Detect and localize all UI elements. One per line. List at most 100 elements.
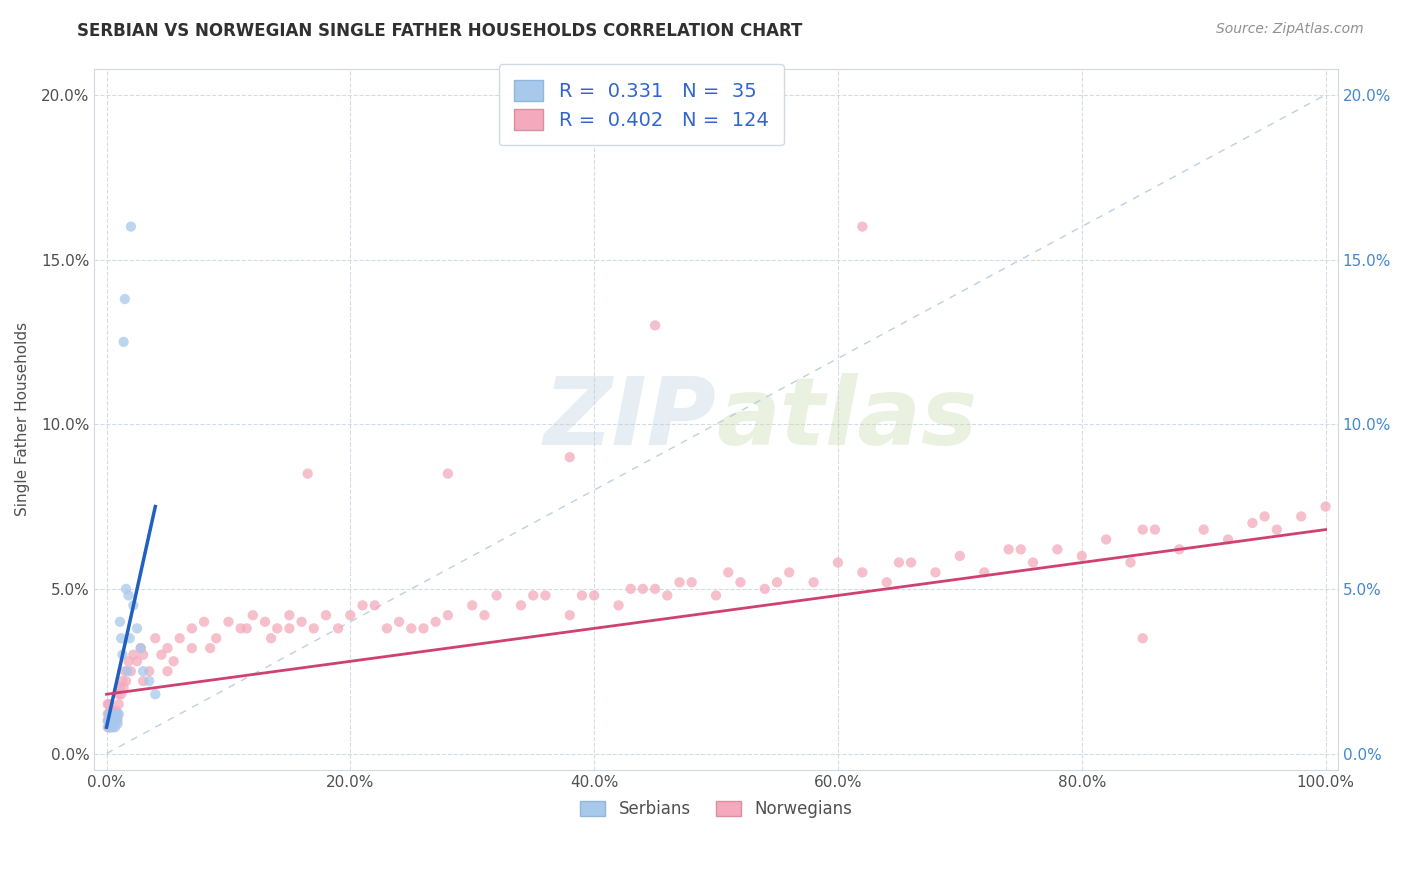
Point [125,654,148,668]
Point [100,717,122,731]
Point [297,467,319,481]
Point [180,641,202,656]
Point [924,566,946,580]
Point [117,589,139,603]
Point [437,608,460,623]
Point [98,710,121,724]
Point [104,714,127,728]
Point [129,641,152,656]
Point [110,632,132,646]
Point [1010,542,1032,557]
Point [117,664,139,678]
Point [98,714,121,728]
Point [717,566,740,580]
Point [115,674,138,689]
Point [704,589,727,603]
Point [681,575,703,590]
Point [104,720,127,734]
Point [217,615,239,629]
Point [290,615,312,629]
Point [425,615,447,629]
Point [1192,523,1215,537]
Point [412,621,434,635]
Point [97,714,120,728]
Legend: Serbians, Norwegians: Serbians, Norwegians [574,794,859,825]
Point [97,720,120,734]
Point [98,717,121,731]
Point [138,664,160,678]
Point [278,608,301,623]
Point [198,641,221,656]
Point [949,549,972,563]
Point [101,704,124,718]
Point [437,467,460,481]
Point [122,648,145,662]
Point [1289,509,1312,524]
Point [97,714,120,728]
Point [156,664,179,678]
Point [534,589,557,603]
Point [887,556,910,570]
Point [1168,542,1191,557]
Point [401,621,423,635]
Point [98,704,121,718]
Point [100,706,122,721]
Point [778,566,800,580]
Point [352,599,374,613]
Point [120,664,142,678]
Point [132,674,155,689]
Point [278,621,301,635]
Point [107,717,129,731]
Point [105,706,128,721]
Point [107,710,129,724]
Point [851,566,873,580]
Point [98,714,121,728]
Point [98,706,121,721]
Point [132,648,155,662]
Point [1265,523,1288,537]
Point [111,648,134,662]
Point [644,582,666,596]
Point [103,714,125,728]
Text: atlas: atlas [716,373,977,466]
Point [117,654,139,668]
Point [583,589,606,603]
Point [474,608,496,623]
Point [1046,542,1069,557]
Point [339,608,361,623]
Point [485,589,508,603]
Point [668,575,690,590]
Point [1132,523,1154,537]
Point [205,632,228,646]
Point [851,219,873,234]
Point [97,697,120,711]
Text: Source: ZipAtlas.com: Source: ZipAtlas.com [1216,22,1364,37]
Point [644,318,666,333]
Point [98,706,121,721]
Point [169,632,191,646]
Point [1095,533,1118,547]
Point [107,706,129,721]
Point [129,641,152,656]
Point [98,720,121,734]
Point [100,710,122,724]
Point [253,615,276,629]
Point [364,599,387,613]
Point [112,681,135,695]
Point [235,621,257,635]
Point [115,582,138,596]
Point [110,687,132,701]
Point [98,706,121,721]
Point [150,648,173,662]
Point [266,621,288,635]
Point [461,599,484,613]
Point [631,582,654,596]
Point [101,720,124,734]
Point [260,632,283,646]
Text: ZIP: ZIP [543,373,716,466]
Point [162,654,184,668]
Point [1241,516,1264,530]
Point [328,621,350,635]
Point [510,599,533,613]
Point [103,706,125,721]
